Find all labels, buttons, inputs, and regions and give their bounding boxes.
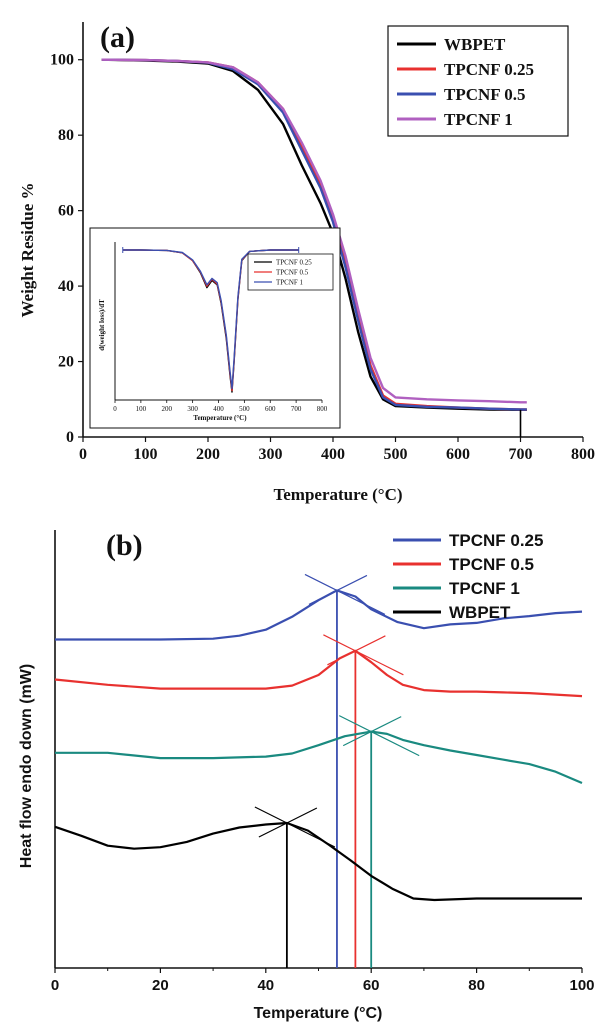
panel-b-tangent	[304, 573, 386, 615]
inset-legend-label: TPCNF 1	[276, 279, 304, 287]
inset-legend-label: TPCNF 0.25	[276, 259, 312, 267]
panel-b-x-tick-label: 0	[51, 977, 59, 994]
panel-a-x-tick-label: 100	[134, 446, 158, 463]
panel-a-y-tick-label: 40	[58, 278, 74, 295]
inset-x-axis-title: Temperature (°C)	[193, 414, 247, 422]
panel-a-x-tick-label: 700	[509, 446, 533, 463]
panel-b-legend-label: TPCNF 1	[449, 579, 520, 598]
panel-a-x-tick-label: 800	[571, 446, 595, 463]
panel-b-tangent	[323, 634, 404, 676]
inset-x-tick-label: 200	[162, 405, 173, 413]
panel-b-series-line	[54, 821, 582, 902]
panel-a-ticks: 0 100 200 300 400 500 600 700 800 0 20 40 60 80 100	[50, 52, 595, 463]
panel-a-inset: 0 100 200 300 400 500 600 700 800 Temperature (°…	[89, 227, 341, 429]
inset-x-tick-label: 700	[291, 405, 302, 413]
panel-a-legend-label: WBPET	[444, 35, 506, 54]
panel-b-x-tick-label: 20	[152, 977, 169, 994]
inset-x-tick-label: 800	[317, 405, 328, 413]
panel-b-tangent-lines	[254, 573, 420, 968]
panel-b-tangent	[338, 715, 420, 757]
panel-b-x-tick-label: 80	[468, 977, 485, 994]
inset-legend-label: TPCNF 0.5	[276, 269, 309, 277]
panel-b-ticks: 0 20 40 60 80 100	[51, 968, 595, 994]
panel-b-y-axis-title: Heat flow endo down (mW)	[18, 664, 35, 868]
panel-a-label: (a)	[100, 21, 135, 54]
panel-b-x-tick-label: 60	[363, 977, 380, 994]
panel-b-series	[54, 589, 583, 902]
panel-a-y-tick-label: 80	[58, 127, 74, 144]
panel-b-legend-label: TPCNF 0.5	[449, 555, 534, 574]
panel-b-chart: (b) 0 20 40 60 80 100 Temperature (°C) Heat f…	[18, 529, 595, 1022]
panel-b-series-line	[54, 649, 583, 698]
inset-series	[122, 247, 300, 393]
panel-a-x-axis-title: Temperature (°C)	[273, 485, 402, 504]
panel-b-legend: TPCNF 0.25 TPCNF 0.5 TPCNF 1 WBPET	[393, 531, 543, 622]
inset-x-tick-label: 0	[113, 405, 117, 413]
panel-a-x-tick-label: 600	[446, 446, 470, 463]
panel-a-legend-label: TPCNF 0.25	[444, 60, 534, 79]
inset-ticks: 0 100 200 300 400 500 600 700 800	[113, 400, 328, 413]
inset-x-tick-label: 500	[239, 405, 250, 413]
panel-a-y-tick-label: 20	[58, 354, 74, 371]
panel-b-legend-label: TPCNF 0.25	[449, 531, 543, 550]
panel-b-x-tick-label: 100	[569, 977, 594, 994]
panel-a-x-tick-label: 0	[79, 446, 87, 463]
panel-b-series-line	[55, 730, 583, 785]
inset-x-tick-label: 100	[136, 405, 147, 413]
panel-a-legend-label: TPCNF 0.5	[444, 85, 526, 104]
panel-a-x-tick-label: 400	[321, 446, 345, 463]
panel-b-x-tick-label: 40	[257, 977, 274, 994]
inset-x-tick-label: 300	[187, 405, 198, 413]
inset-series-line	[122, 249, 299, 390]
inset-y-axis-title: d(weight loss)/dT	[98, 299, 106, 351]
panel-a-y-tick-label: 0	[66, 429, 74, 446]
panel-a-legend-label: TPCNF 1	[444, 110, 513, 129]
inset-x-tick-label: 400	[213, 405, 224, 413]
panel-b-label: (b)	[106, 529, 143, 562]
panel-a-x-tick-label: 300	[259, 446, 283, 463]
panel-a-y-tick-label: 100	[50, 52, 74, 69]
panel-a-chart: (a) 0 100 200 300 400 500 600 700 800 0 20 40 60 80 10…	[18, 21, 595, 504]
panel-a-legend: WBPET TPCNF 0.25 TPCNF 0.5 TPCNF 1	[387, 25, 569, 137]
panel-a-x-tick-label: 500	[384, 446, 408, 463]
panel-b-series-line	[55, 589, 583, 641]
panel-a-x-tick-label: 200	[196, 446, 220, 463]
inset-legend: TPCNF 0.25 TPCNF 0.5 TPCNF 1	[247, 253, 334, 291]
inset-x-tick-label: 600	[265, 405, 276, 413]
panel-a-y-tick-label: 60	[58, 203, 74, 220]
panel-b-legend-label: WBPET	[449, 603, 511, 622]
panel-a-y-axis-title: Weight Residue %	[18, 182, 37, 317]
panel-b-x-axis-title: Temperature (°C)	[254, 1005, 383, 1022]
